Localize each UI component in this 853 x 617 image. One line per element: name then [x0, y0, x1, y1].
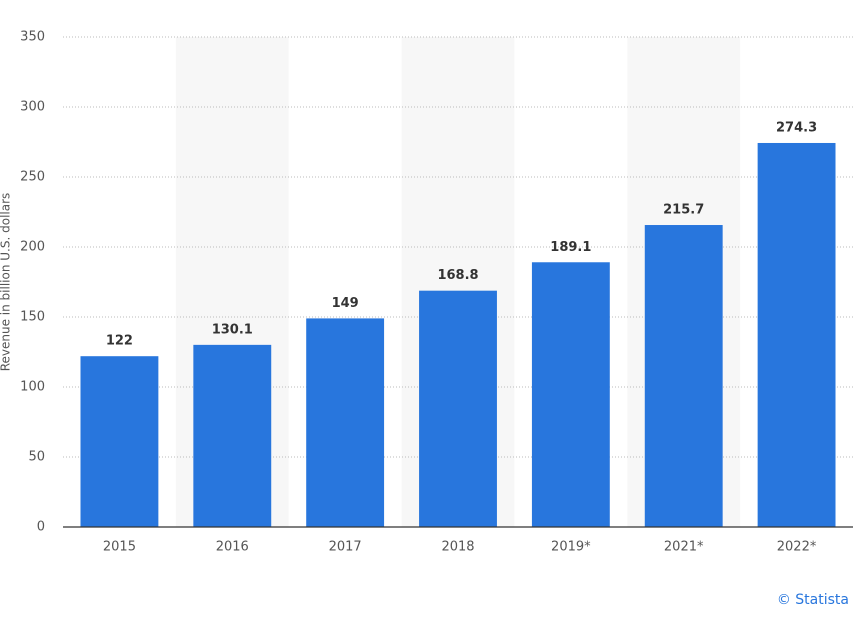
value-label: 168.8	[437, 268, 478, 283]
x-tick-label: 2017	[329, 540, 362, 555]
x-tick-label: 2016	[216, 540, 249, 555]
y-tick-label: 300	[20, 100, 45, 115]
y-tick-label: 50	[28, 450, 45, 465]
credit[interactable]: © Statista	[777, 592, 849, 608]
y-tick-label: 100	[20, 380, 45, 395]
value-label: 130.1	[212, 322, 253, 337]
y-axis-label: Revenue in billion U.S. dollars	[0, 193, 13, 372]
bar	[531, 262, 610, 527]
bar	[80, 356, 159, 527]
value-label: 189.1	[550, 240, 591, 255]
y-tick-label: 150	[20, 310, 45, 325]
x-tick-label: 2015	[103, 540, 136, 555]
x-tick-label: 2019*	[551, 540, 591, 555]
bar	[193, 344, 272, 527]
y-tick-label: 200	[20, 240, 45, 255]
value-label: 149	[332, 296, 359, 311]
bar	[419, 290, 497, 527]
value-label: 215.7	[663, 203, 704, 218]
bar	[306, 318, 385, 527]
y-tick-label: 350	[20, 30, 45, 45]
bar	[644, 225, 723, 527]
x-tick-label: 2021*	[664, 540, 704, 555]
x-tick-label: 2022*	[777, 540, 817, 555]
y-tick-label: 0	[37, 520, 45, 535]
value-label: 122	[106, 334, 133, 349]
y-tick-label: 250	[20, 170, 45, 185]
value-label: 274.3	[776, 120, 817, 135]
x-tick-label: 2018	[441, 540, 474, 555]
bar	[757, 142, 836, 528]
